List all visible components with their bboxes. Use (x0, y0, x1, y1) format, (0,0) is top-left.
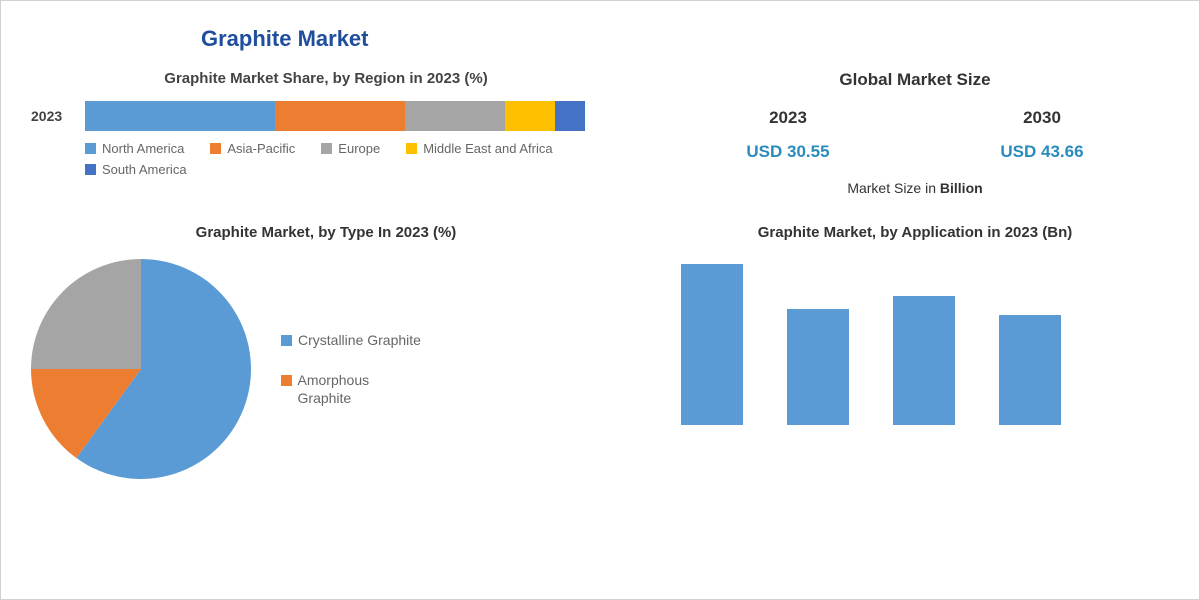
app-bar (787, 309, 849, 425)
region-segment (85, 101, 275, 131)
legend-item: Europe (321, 141, 380, 156)
region-share-chart: Graphite Market Share, by Region in 2023… (31, 70, 621, 196)
bottom-row: Graphite Market, by Type In 2023 (%) Cry… (31, 224, 1169, 479)
app-bar (999, 315, 1061, 426)
legend-label: Crystalline Graphite (298, 331, 421, 349)
legend-swatch (85, 143, 96, 154)
app-bar (893, 296, 955, 425)
legend-swatch (281, 375, 292, 386)
pie-graphic (31, 259, 251, 479)
region-chart-title: Graphite Market Share, by Region in 2023… (31, 70, 621, 87)
market-size-values: USD 30.55 USD 43.66 (661, 142, 1169, 162)
legend-swatch (85, 164, 96, 175)
market-size-panel: Global Market Size 2023 2030 USD 30.55 U… (661, 70, 1169, 196)
region-segment (505, 101, 555, 131)
market-size-value-1: USD 43.66 (1000, 142, 1083, 162)
top-row: Graphite Market Share, by Region in 2023… (31, 70, 1169, 196)
type-chart-body: Crystalline Graphite Amorphous Graphite (31, 259, 621, 479)
application-bar-chart: Graphite Market, by Application in 2023 … (661, 224, 1169, 479)
region-year-label: 2023 (31, 108, 71, 124)
market-size-note-bold: Billion (940, 180, 983, 196)
region-segment (275, 101, 405, 131)
region-stacked-bar (85, 101, 585, 131)
legend-label: Europe (338, 141, 380, 156)
legend-swatch (210, 143, 221, 154)
legend-label: South America (102, 162, 187, 177)
legend-item: Asia-Pacific (210, 141, 295, 156)
pie-slice (31, 259, 141, 369)
page-title: Graphite Market (201, 26, 1169, 52)
app-chart-title: Graphite Market, by Application in 2023 … (661, 224, 1169, 241)
legend-swatch (321, 143, 332, 154)
region-segment (555, 101, 585, 131)
app-bars (661, 255, 1169, 425)
legend-label: Asia-Pacific (227, 141, 295, 156)
market-size-note-prefix: Market Size in (847, 180, 940, 196)
legend-item: North America (85, 141, 184, 156)
market-size-title: Global Market Size (661, 70, 1169, 90)
market-size-year-1: 2030 (1023, 108, 1061, 128)
region-bar-wrap: 2023 (31, 101, 621, 131)
app-bar (681, 264, 743, 426)
market-size-note: Market Size in Billion (661, 180, 1169, 196)
legend-label: North America (102, 141, 184, 156)
region-legend: North America Asia-Pacific Europe Middle Ea… (85, 141, 585, 177)
type-legend: Crystalline Graphite Amorphous Graphite (281, 331, 421, 408)
legend-swatch (406, 143, 417, 154)
type-pie-chart: Graphite Market, by Type In 2023 (%) Cry… (31, 224, 621, 479)
legend-item: Amorphous Graphite (281, 371, 421, 407)
region-segment (405, 101, 505, 131)
legend-swatch (281, 335, 292, 346)
market-size-years: 2023 2030 (661, 108, 1169, 128)
legend-item: South America (85, 162, 187, 177)
market-size-year-0: 2023 (769, 108, 807, 128)
legend-item: Crystalline Graphite (281, 331, 421, 349)
legend-label: Middle East and Africa (423, 141, 552, 156)
legend-label: Amorphous Graphite (298, 371, 421, 407)
type-chart-title: Graphite Market, by Type In 2023 (%) (31, 224, 621, 241)
market-size-value-0: USD 30.55 (746, 142, 829, 162)
legend-item: Middle East and Africa (406, 141, 552, 156)
